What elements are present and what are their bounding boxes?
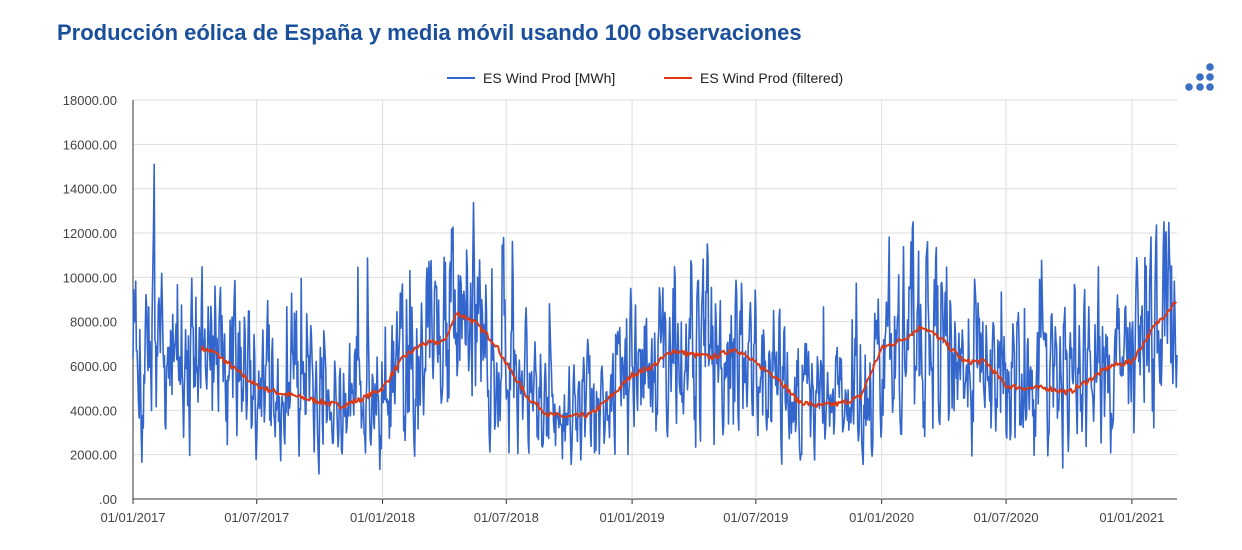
y-tick-label: 2000.00 [70,448,117,463]
series-line-raw [132,163,1178,475]
chart-title: Producción eólica de España y media móvi… [57,20,802,45]
x-tick-label: 01/01/2020 [849,510,914,525]
y-tick-label: 8000.00 [70,315,117,330]
y-tick-label: 18000.00 [63,93,117,108]
x-tick-label: 01/01/2021 [1099,510,1164,525]
x-tick-label: 01/07/2020 [974,510,1039,525]
y-tick-label: 6000.00 [70,359,117,374]
legend-label-raw: ES Wind Prod [MWh] [483,70,615,86]
x-tick-label: 01/01/2018 [350,510,415,525]
series-line-filtered [200,301,1178,419]
x-tick-label: 01/07/2019 [723,510,788,525]
chart-legend: ES Wind Prod [MWh] ES Wind Prod (filtere… [447,70,843,86]
x-tick-label: 01/01/2019 [600,510,665,525]
x-tick-label: 01/07/2017 [224,510,289,525]
y-tick-label: 16000.00 [63,137,117,152]
y-tick-label: 12000.00 [63,226,117,241]
dots-menu-icon[interactable] [1184,62,1218,96]
y-tick-label: 4000.00 [70,403,117,418]
y-tick-label: 14000.00 [63,182,117,197]
x-tick-label: 01/07/2018 [474,510,539,525]
legend-label-filtered: ES Wind Prod (filtered) [700,70,843,86]
x-tick-label: 01/01/2017 [100,510,165,525]
y-tick-label: 10000.00 [63,270,117,285]
y-tick-label: .00 [99,492,117,507]
